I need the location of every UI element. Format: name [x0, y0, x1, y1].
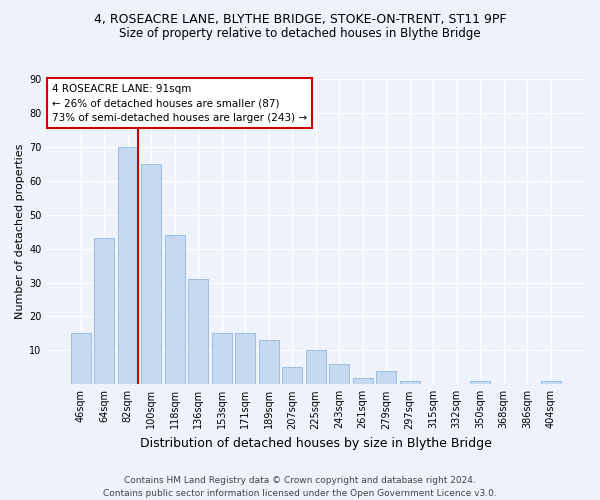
- Bar: [306, 350, 326, 384]
- Text: Size of property relative to detached houses in Blythe Bridge: Size of property relative to detached ho…: [119, 28, 481, 40]
- Bar: [165, 235, 185, 384]
- Bar: [94, 238, 115, 384]
- Bar: [376, 370, 396, 384]
- Bar: [353, 378, 373, 384]
- Bar: [212, 334, 232, 384]
- Y-axis label: Number of detached properties: Number of detached properties: [15, 144, 25, 320]
- Bar: [541, 381, 560, 384]
- Bar: [400, 381, 419, 384]
- Bar: [470, 381, 490, 384]
- Text: 4 ROSEACRE LANE: 91sqm
← 26% of detached houses are smaller (87)
73% of semi-det: 4 ROSEACRE LANE: 91sqm ← 26% of detached…: [52, 84, 307, 123]
- Bar: [235, 334, 255, 384]
- Text: Contains HM Land Registry data © Crown copyright and database right 2024.
Contai: Contains HM Land Registry data © Crown c…: [103, 476, 497, 498]
- Bar: [259, 340, 279, 384]
- Bar: [329, 364, 349, 384]
- Bar: [118, 147, 138, 384]
- Bar: [188, 279, 208, 384]
- Bar: [71, 334, 91, 384]
- Text: 4, ROSEACRE LANE, BLYTHE BRIDGE, STOKE-ON-TRENT, ST11 9PF: 4, ROSEACRE LANE, BLYTHE BRIDGE, STOKE-O…: [94, 12, 506, 26]
- X-axis label: Distribution of detached houses by size in Blythe Bridge: Distribution of detached houses by size …: [140, 437, 491, 450]
- Bar: [142, 164, 161, 384]
- Bar: [282, 368, 302, 384]
